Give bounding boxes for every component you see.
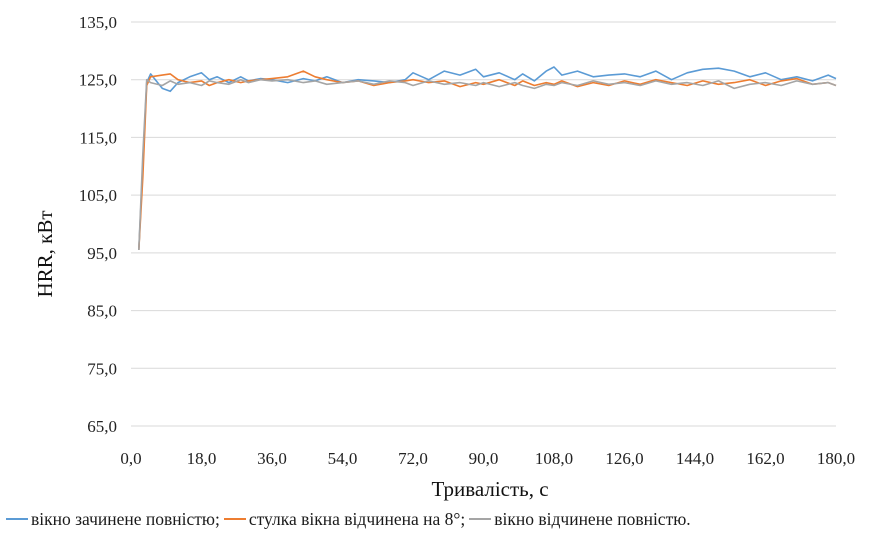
legend-item: стулка вікна відчинена на 8°; <box>223 508 466 530</box>
y-tick-label: 115,0 <box>79 128 117 147</box>
x-tick-label: 126,0 <box>605 449 643 468</box>
x-tick-label: 90,0 <box>469 449 499 468</box>
series-line-1 <box>138 66 837 251</box>
x-tick-label: 162,0 <box>746 449 784 468</box>
legend-swatch <box>6 518 28 520</box>
legend-label: вікно відчинене повністю. <box>494 508 691 529</box>
x-tick-label: 180,0 <box>817 449 855 468</box>
y-tick-label: 135,0 <box>79 13 117 32</box>
x-tick-label: 18,0 <box>187 449 217 468</box>
grid-lines <box>131 21 836 427</box>
y-tick-label: 125,0 <box>79 71 117 90</box>
x-axis-title: Тривалість, с <box>431 477 548 501</box>
y-tick-label: 95,0 <box>87 244 117 263</box>
legend-item: вікно відчинене повністю. <box>469 508 691 530</box>
x-tick-label: 36,0 <box>257 449 287 468</box>
x-tick-label: 54,0 <box>328 449 358 468</box>
series-lines <box>138 66 837 251</box>
legend: вікно зачинене повністю; стулка вікна від… <box>6 508 881 530</box>
x-tick-label: 108,0 <box>535 449 573 468</box>
legend-swatch <box>469 518 492 520</box>
y-tick-label: 105,0 <box>79 186 117 205</box>
x-tick-label: 72,0 <box>398 449 428 468</box>
series-line-2 <box>138 70 837 251</box>
y-tick-label: 75,0 <box>87 359 117 378</box>
y-axis-ticks: 65,0 75,0 85,0 95,0 105,0 115,0 125,0 135,0 <box>79 13 117 436</box>
legend-label: вікно зачинене повністю; <box>31 508 220 529</box>
legend-swatch <box>223 518 246 520</box>
y-axis-title: HRR, кВт <box>33 210 57 297</box>
x-tick-label: 0,0 <box>120 449 141 468</box>
y-tick-label: 65,0 <box>87 417 117 436</box>
x-axis-ticks: 0,0 18,0 36,0 54,0 72,0 90,0 108,0 126,0 144,0 16… <box>120 449 855 468</box>
series-line-3 <box>138 78 837 251</box>
y-tick-label: 85,0 <box>87 302 117 321</box>
legend-label: стулка вікна відчинена на 8°; <box>248 508 466 529</box>
legend-item: вікно зачинене повністю; <box>6 509 220 530</box>
x-tick-label: 144,0 <box>676 449 714 468</box>
